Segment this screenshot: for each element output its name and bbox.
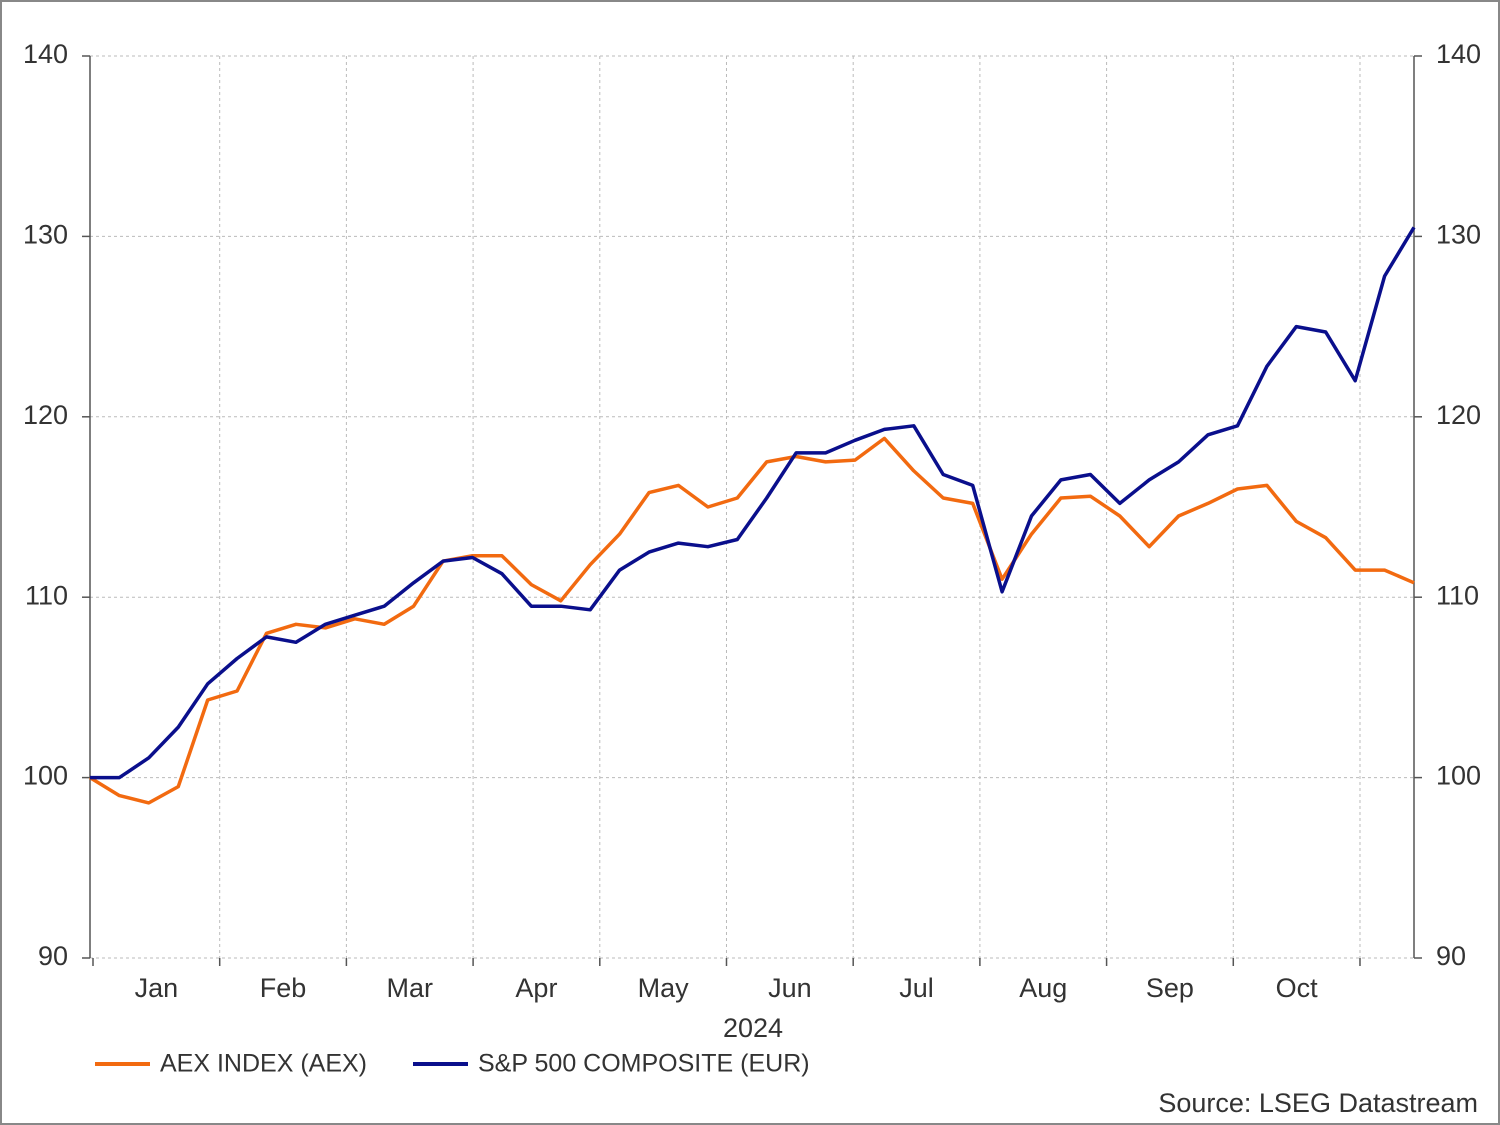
x-tick-label: Feb (260, 973, 307, 1003)
y-tick-label: 140 (23, 39, 68, 69)
x-axis-label: 2024 (723, 1013, 783, 1043)
x-tick-label: Jun (768, 973, 812, 1003)
y-tick-label: 130 (23, 220, 68, 250)
y-tick-label: 90 (38, 941, 68, 971)
y2-tick-label: 140 (1436, 39, 1481, 69)
y2-tick-label: 90 (1436, 941, 1466, 971)
series-line (89, 436, 1415, 805)
x-tick-label: Apr (515, 973, 557, 1003)
x-tick-label: Mar (386, 973, 433, 1003)
y2-tick-label: 120 (1436, 400, 1481, 430)
x-tick-label: Oct (1276, 973, 1319, 1003)
x-tick-label: Aug (1019, 973, 1067, 1003)
y2-tick-label: 130 (1436, 220, 1481, 250)
source-note: Source: LSEG Datastream (1158, 1088, 1478, 1118)
y-tick-label: 120 (23, 400, 68, 430)
legend-label: AEX INDEX (AEX) (160, 1050, 367, 1078)
y-tick-label: 100 (23, 761, 68, 791)
y2-tick-label: 110 (1436, 580, 1479, 610)
y2-tick-label: 100 (1436, 761, 1481, 791)
legend-label: S&P 500 COMPOSITE (EUR) (478, 1050, 810, 1078)
x-tick-label: Sep (1146, 973, 1194, 1003)
x-tick-label: Jan (135, 973, 179, 1003)
x-tick-label: Jul (899, 973, 934, 1003)
x-tick-label: May (638, 973, 690, 1003)
series-line (90, 226, 1416, 780)
y-tick-label: 110 (25, 580, 68, 610)
